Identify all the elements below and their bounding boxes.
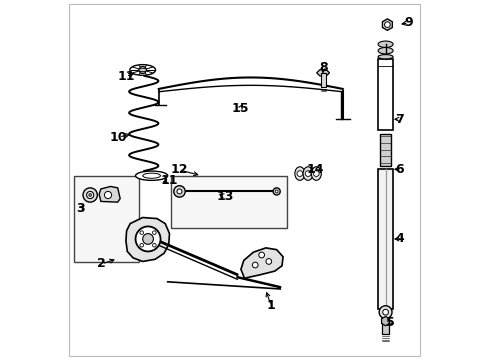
Bar	[74, 176, 139, 262]
Ellipse shape	[135, 171, 167, 180]
Text: 4: 4	[395, 233, 404, 246]
Circle shape	[305, 171, 310, 176]
Text: 1: 1	[266, 299, 275, 312]
Bar	[171, 176, 287, 228]
Circle shape	[104, 192, 111, 199]
Circle shape	[140, 243, 143, 247]
Text: 7: 7	[395, 113, 404, 126]
Circle shape	[252, 262, 258, 268]
Polygon shape	[316, 70, 329, 76]
Polygon shape	[241, 248, 283, 278]
Bar	[320, 73, 325, 87]
Polygon shape	[382, 19, 391, 30]
Ellipse shape	[377, 55, 392, 59]
Circle shape	[142, 234, 153, 244]
Ellipse shape	[139, 68, 146, 72]
Circle shape	[296, 171, 302, 176]
Circle shape	[135, 226, 160, 251]
Bar	[378, 59, 392, 130]
Circle shape	[140, 231, 143, 234]
Text: 3: 3	[77, 202, 85, 215]
Text: 5: 5	[385, 316, 394, 329]
Text: 15: 15	[231, 102, 248, 115]
Circle shape	[382, 309, 387, 315]
Text: 9: 9	[404, 16, 412, 29]
Circle shape	[177, 189, 182, 194]
Ellipse shape	[130, 64, 155, 75]
Ellipse shape	[311, 167, 321, 180]
Polygon shape	[125, 217, 169, 261]
Text: 6: 6	[395, 163, 404, 176]
Text: 10: 10	[110, 131, 127, 144]
Text: 12: 12	[170, 163, 188, 176]
Circle shape	[152, 231, 156, 234]
Ellipse shape	[377, 48, 392, 54]
Circle shape	[258, 252, 264, 258]
Circle shape	[384, 22, 389, 27]
Circle shape	[88, 194, 91, 197]
Circle shape	[139, 66, 146, 73]
Circle shape	[378, 306, 391, 319]
Text: 11: 11	[161, 174, 178, 187]
Circle shape	[272, 188, 280, 195]
Polygon shape	[99, 186, 120, 202]
Bar	[380, 134, 390, 166]
Circle shape	[173, 186, 185, 197]
Ellipse shape	[294, 167, 304, 180]
Circle shape	[313, 171, 319, 176]
Ellipse shape	[377, 41, 392, 48]
Circle shape	[275, 190, 278, 193]
Circle shape	[152, 243, 156, 247]
Text: 14: 14	[306, 163, 324, 176]
Circle shape	[86, 192, 94, 199]
Circle shape	[265, 258, 271, 264]
Text: 13: 13	[216, 190, 233, 203]
Text: 11: 11	[117, 70, 134, 83]
Polygon shape	[381, 316, 389, 326]
Bar	[381, 320, 388, 334]
Text: 8: 8	[318, 61, 327, 74]
Text: 2: 2	[97, 257, 106, 270]
Circle shape	[83, 188, 97, 202]
Ellipse shape	[303, 167, 312, 180]
Bar	[378, 168, 392, 309]
